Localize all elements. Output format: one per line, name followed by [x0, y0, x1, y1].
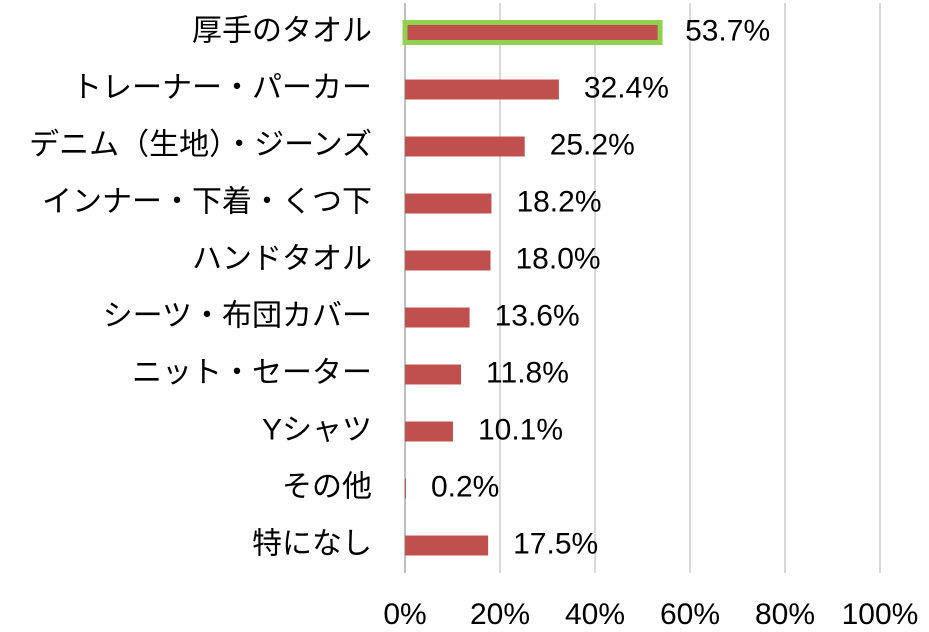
bar	[405, 421, 453, 442]
bar	[405, 79, 559, 100]
bar	[405, 193, 492, 214]
y-tick-label: 特になし	[252, 527, 372, 560]
x-tick-label: 0%	[383, 598, 426, 631]
bar	[405, 535, 489, 556]
y-tick-label: トレーナー・パーカー	[72, 71, 372, 104]
x-tick-label: 20%	[470, 598, 530, 631]
data-label: 18.2%	[516, 185, 601, 218]
data-label: 11.8%	[486, 356, 569, 389]
x-tick-label: 40%	[565, 598, 625, 631]
y-tick-label: シーツ・布団カバー	[103, 299, 372, 332]
bar	[402, 20, 663, 45]
y-tick-label: デニム（生地）・ジーンズ	[29, 128, 372, 161]
bar	[405, 136, 525, 157]
x-tick-label: 100%	[842, 598, 919, 631]
x-tick-label: 60%	[660, 598, 720, 631]
y-tick-label: ニット・セーター	[132, 356, 372, 389]
data-label: 25.2%	[550, 128, 635, 161]
y-tick-label: ハンドタオル	[192, 242, 372, 275]
data-label: 10.1%	[478, 413, 563, 446]
data-label: 13.6%	[495, 299, 580, 332]
data-label: 32.4%	[584, 71, 669, 104]
bar	[405, 364, 462, 385]
x-tick-label: 80%	[755, 598, 815, 631]
bar	[405, 250, 491, 271]
data-label: 18.0%	[516, 242, 601, 275]
data-label: 0.2%	[431, 470, 499, 503]
data-label: 17.5%	[513, 527, 598, 560]
data-label: 53.7%	[685, 14, 770, 47]
y-tick-label: その他	[282, 470, 372, 503]
y-tick-label: インナー・下着・くつ下	[42, 185, 372, 218]
y-tick-label: Yシャツ	[262, 413, 372, 446]
y-tick-label: 厚手のタオル	[192, 14, 372, 47]
bar	[405, 307, 470, 328]
bar	[405, 478, 406, 499]
